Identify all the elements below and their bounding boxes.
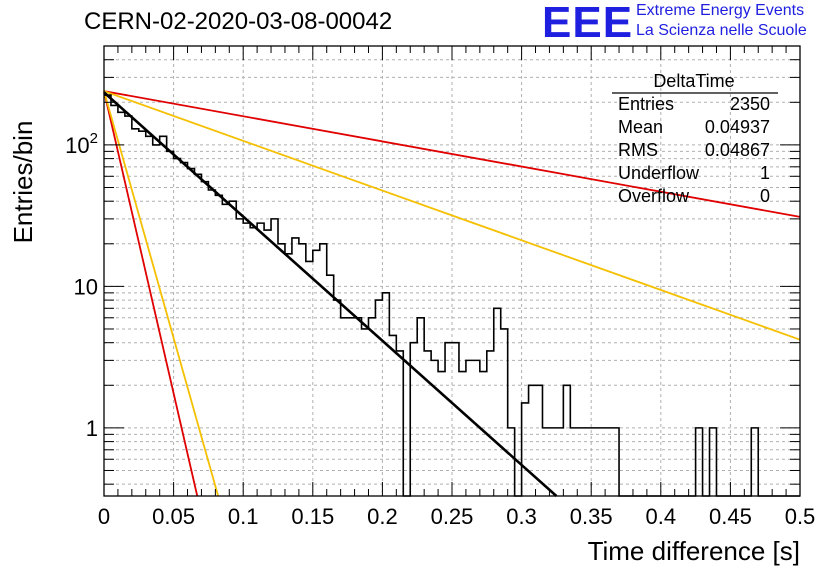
y-tick-label: 10 [74, 274, 98, 299]
reference-line [103, 90, 199, 497]
y-tick-label: 1 [86, 416, 98, 441]
stats-row-label: Underflow [618, 163, 700, 183]
stats-row-label: Mean [618, 117, 663, 137]
x-tick-label: 0.2 [367, 504, 398, 529]
stats-row-value: 0 [760, 186, 770, 206]
run-title: CERN-02-2020-03-08-00042 [84, 8, 393, 35]
stats-rows: Entries 2350 Mean 0.04937 RMS 0.04867Underflo… [618, 94, 770, 206]
x-tick-label: 0.45 [709, 504, 752, 529]
reference-lines [103, 90, 801, 497]
reference-line [103, 90, 801, 218]
stats-row-label: RMS [618, 140, 658, 160]
axis-ticks [103, 45, 801, 496]
stats-row-value: 0.04937 [705, 117, 770, 137]
tick-labels: 0 0.05 0.1 0.15 0.2 0.25 0.3 0.35 0.4 0.45 0.51101… [65, 130, 815, 529]
x-tick-label: 0.1 [228, 504, 259, 529]
x-tick-label: 0.3 [506, 504, 537, 529]
reference-line [103, 90, 220, 497]
y-tick-label: 102 [65, 130, 98, 158]
x-tick-label: 0.25 [431, 504, 474, 529]
x-axis-label: Time difference [s] [588, 536, 800, 566]
eee-logo: EEE [542, 0, 634, 47]
x-tick-label: 0.5 [785, 504, 816, 529]
y-axis-label: Entries/bin [8, 121, 38, 244]
stats-row-value: 1 [760, 163, 770, 183]
x-tick-label: 0.15 [291, 504, 334, 529]
x-tick-label: 0.05 [152, 504, 195, 529]
stats-row-value: 2350 [730, 94, 770, 114]
stats-row-label: Overflow [618, 186, 690, 206]
stats-row-value: 0.04867 [705, 140, 770, 160]
reference-line [103, 90, 801, 341]
grid-layer [104, 45, 800, 496]
stats-title: DeltaTime [653, 71, 734, 91]
logo-caption-line2: La Scienza nelle Scuole [636, 22, 807, 39]
x-tick-label: 0.35 [570, 504, 613, 529]
logo-caption-line1: Extreme Energy Events [636, 2, 805, 19]
stats-row-label: Entries [618, 94, 674, 114]
stats-box: DeltaTime Entries 2350 Mean 0.04937 RMS 0.048… [612, 71, 778, 206]
fit-line [103, 91, 558, 497]
x-tick-label: 0.4 [646, 504, 677, 529]
x-tick-label: 0 [98, 504, 110, 529]
